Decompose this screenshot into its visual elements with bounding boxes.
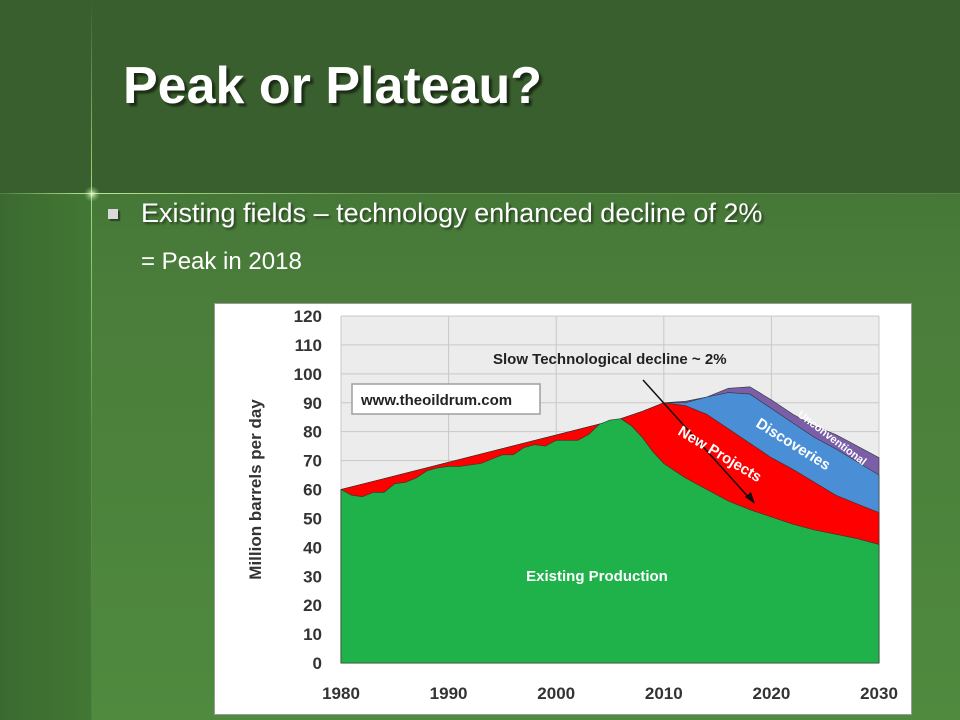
- y-tick-label: 60: [303, 481, 322, 500]
- y-tick-label: 10: [303, 625, 322, 644]
- y-tick-label: 40: [303, 538, 322, 557]
- x-tick-label: 2020: [752, 684, 790, 703]
- decorative-glow: [84, 186, 100, 202]
- y-axis-label: Million barrels per day: [246, 399, 265, 580]
- y-tick-label: 20: [303, 596, 322, 615]
- x-tick-label: 2030: [860, 684, 898, 703]
- annotation-arrow-head: [745, 492, 755, 504]
- y-tick-labels: 0 10 20 30 40 50 60 70 80 90 100 110 120: [294, 307, 322, 673]
- x-tick-label: 1990: [430, 684, 468, 703]
- x-tick-labels: 1980 1990 2000 2010 2020 2030: [322, 684, 898, 703]
- watermark-text: www.theoildrum.com: [360, 392, 512, 409]
- bullet-subline: = Peak in 2018: [141, 248, 302, 275]
- x-tick-label: 2010: [645, 684, 683, 703]
- y-tick-label: 120: [294, 307, 322, 326]
- title-band: [0, 0, 960, 193]
- y-tick-label: 50: [303, 509, 322, 528]
- slide-title: Peak or Plateau?: [123, 57, 543, 115]
- stacked-areas: [340, 386, 880, 664]
- decorative-horizontal-line: [0, 193, 960, 194]
- area-existing-production: [340, 418, 880, 664]
- decorative-vertical-line: [91, 0, 92, 720]
- bullet-text: Existing fields – technology enhanced de…: [141, 198, 763, 228]
- y-tick-label: 90: [303, 394, 322, 413]
- chart-frame: 0 10 20 30 40 50 60 70 80 90 100 110 120 1980 1990 200…: [214, 303, 912, 715]
- left-panel: [0, 193, 92, 720]
- arrow-annotation: Slow Technological decline ~ 2%: [493, 351, 727, 368]
- y-tick-label: 30: [303, 567, 322, 586]
- y-tick-label: 110: [295, 336, 322, 355]
- x-tick-label: 2000: [537, 684, 575, 703]
- label-existing-production: Existing Production: [526, 568, 668, 585]
- watermark-box: www.theoildrum.com: [351, 383, 541, 415]
- y-tick-label: 0: [313, 654, 322, 673]
- bullet-marker: [108, 209, 118, 219]
- y-tick-label: 100: [294, 365, 322, 384]
- y-tick-label: 70: [303, 452, 322, 471]
- x-tick-label: 1980: [322, 684, 360, 703]
- y-tick-label: 80: [303, 423, 322, 442]
- annotation-arrow-line: [642, 379, 752, 501]
